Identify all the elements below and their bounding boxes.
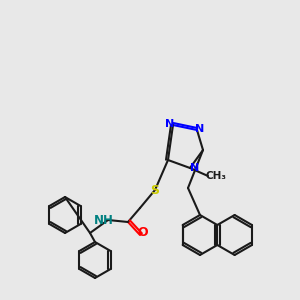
Text: N: N	[165, 119, 175, 129]
Text: N: N	[195, 124, 205, 134]
Text: O: O	[138, 226, 148, 239]
Text: CH₃: CH₃	[206, 171, 226, 181]
Text: S: S	[151, 184, 160, 196]
Text: NH: NH	[94, 214, 114, 226]
Text: N: N	[190, 163, 200, 173]
